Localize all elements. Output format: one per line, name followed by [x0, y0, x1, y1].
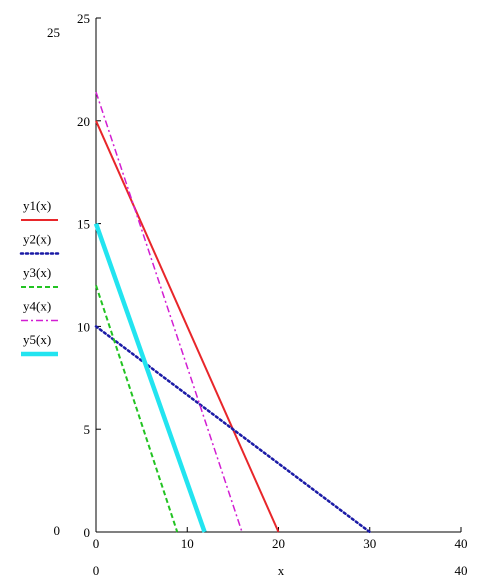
- x-tick-label: 0: [93, 536, 100, 551]
- y-min-corner-label: 0: [54, 523, 61, 538]
- y-tick-label: 25: [77, 11, 90, 26]
- y-tick-label: 20: [77, 114, 90, 129]
- y-tick-label: 0: [84, 525, 91, 540]
- x-min-corner-label: 0: [93, 563, 100, 578]
- y-tick-label: 15: [77, 217, 90, 232]
- series-lines: [93, 91, 371, 534]
- series-line-1: [95, 120, 280, 533]
- x-tick-label: 30: [363, 536, 376, 551]
- y-tick-label: 10: [77, 319, 90, 334]
- series-line-5: [93, 222, 207, 533]
- x-axis-label: x: [278, 563, 285, 578]
- series-line-3: [95, 284, 179, 533]
- axes: 0 5 10 15 20 25 0 10 20 30 40: [77, 11, 468, 551]
- legend-label-4: y4(x): [23, 299, 51, 314]
- legend-label-1: y1(x): [23, 198, 51, 213]
- y-tick-label: 5: [84, 422, 91, 437]
- series-line-2: [94, 325, 371, 534]
- x-tick-label: 20: [272, 536, 285, 551]
- legend-label-3: y3(x): [23, 265, 51, 280]
- legend-label-2: y2(x): [23, 232, 51, 247]
- legend: y1(x) y2(x) y3(x) y4(x) y5(x): [19, 198, 60, 357]
- series-line-4: [95, 91, 243, 533]
- x-tick-label: 40: [455, 536, 468, 551]
- y-max-corner-label: 25: [47, 25, 60, 40]
- legend-label-5: y5(x): [23, 332, 51, 347]
- x-tick-label: 10: [181, 536, 194, 551]
- x-max-corner-label: 40: [455, 563, 468, 578]
